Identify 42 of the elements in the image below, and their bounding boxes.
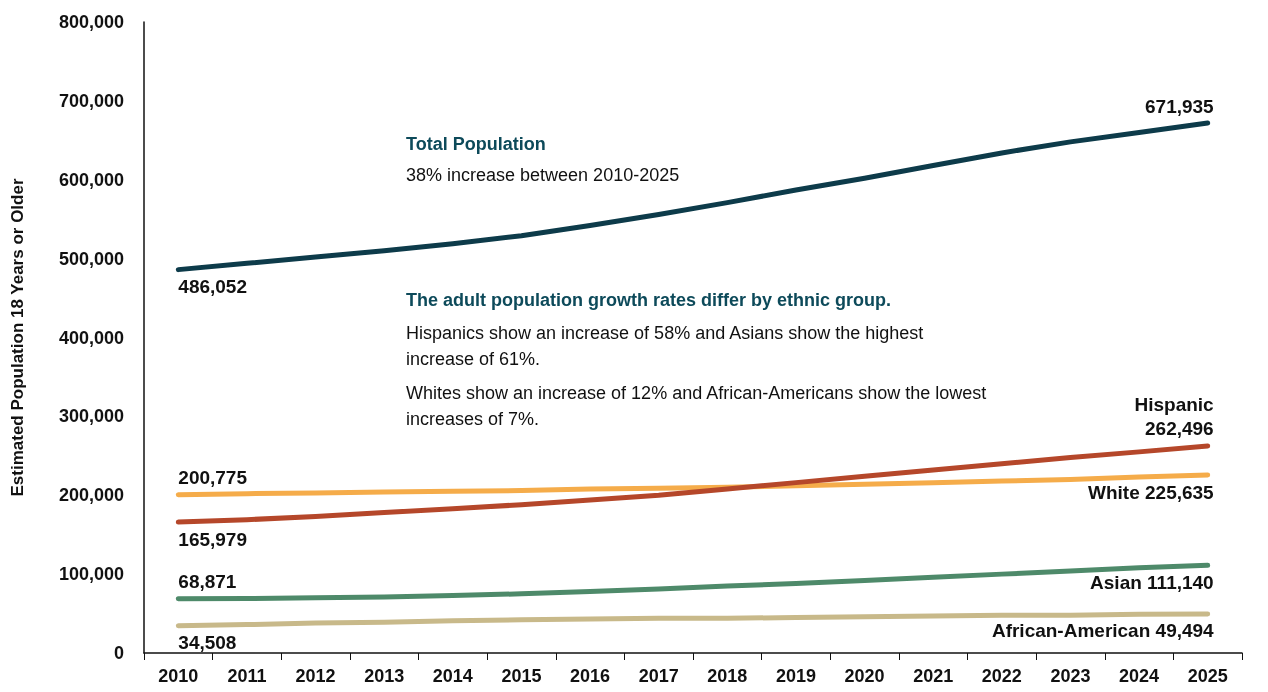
- y-tick-label: 500,000: [58, 248, 124, 269]
- y-tick-label: 200,000: [58, 485, 124, 506]
- data-label: 262,496: [1145, 418, 1214, 440]
- text: White 225,635: [1088, 481, 1214, 503]
- text: African-American 49,494: [991, 620, 1214, 642]
- y-tick-label: 300,000: [58, 406, 124, 427]
- y-axis-title: Estimated Population 18 Years or Older: [8, 178, 27, 497]
- x-tick-label: 2014: [432, 666, 473, 686]
- data-label: 165,979: [178, 528, 247, 550]
- annotation: The adult population growth rates differ by ethnic group.: [406, 290, 891, 310]
- x-tick-label: 2011: [227, 666, 267, 686]
- x-tick-label: 2013: [364, 666, 405, 686]
- x-tick-label: 2024: [1119, 666, 1160, 686]
- y-tick-label: 700,000: [58, 90, 124, 111]
- annotation: 38% increase between 2010-2025: [406, 165, 680, 185]
- annotation: Whites show an increase of 12% and African-Americans show the lowest increases of 7%.: [406, 383, 992, 429]
- x-tick-label: 2016: [570, 666, 611, 686]
- x-tick-label: 2020: [844, 666, 885, 686]
- annotation: Hispanics show an increase of 58% and Asians show the highest increase of 61%.: [406, 323, 929, 369]
- x-tick-label: 2010: [158, 666, 199, 686]
- y-tick-label: 100,000: [58, 564, 124, 585]
- x-tick-label: 2025: [1187, 666, 1228, 686]
- x-tick-label: 2019: [775, 666, 816, 686]
- x-tick-label: 2023: [1050, 666, 1091, 686]
- x-tick-label: 2022: [981, 666, 1022, 686]
- data-label: 486,052: [178, 276, 247, 298]
- data-label: 200,775: [178, 467, 248, 489]
- y-tick-label: 800,000: [58, 12, 124, 32]
- x-tick-label: 2017: [638, 666, 679, 686]
- x-tick-label: 2018: [707, 666, 748, 686]
- y-tick-label: 400,000: [58, 327, 124, 348]
- data-label: 68,871: [178, 571, 237, 593]
- y-tick-label: 600,000: [58, 169, 124, 190]
- x-tick-label: 2012: [295, 666, 336, 686]
- y-tick-label: 0: [113, 643, 124, 663]
- data-label: 34,508: [178, 632, 237, 654]
- x-tick-label: 2015: [501, 666, 542, 686]
- x-tick-label: 2021: [913, 666, 954, 686]
- annotation: Total Population: [406, 134, 546, 154]
- series-label: Hispanic: [1134, 394, 1215, 416]
- text: Asian 111,140: [1090, 571, 1214, 593]
- data-label: 671,935: [1145, 95, 1215, 117]
